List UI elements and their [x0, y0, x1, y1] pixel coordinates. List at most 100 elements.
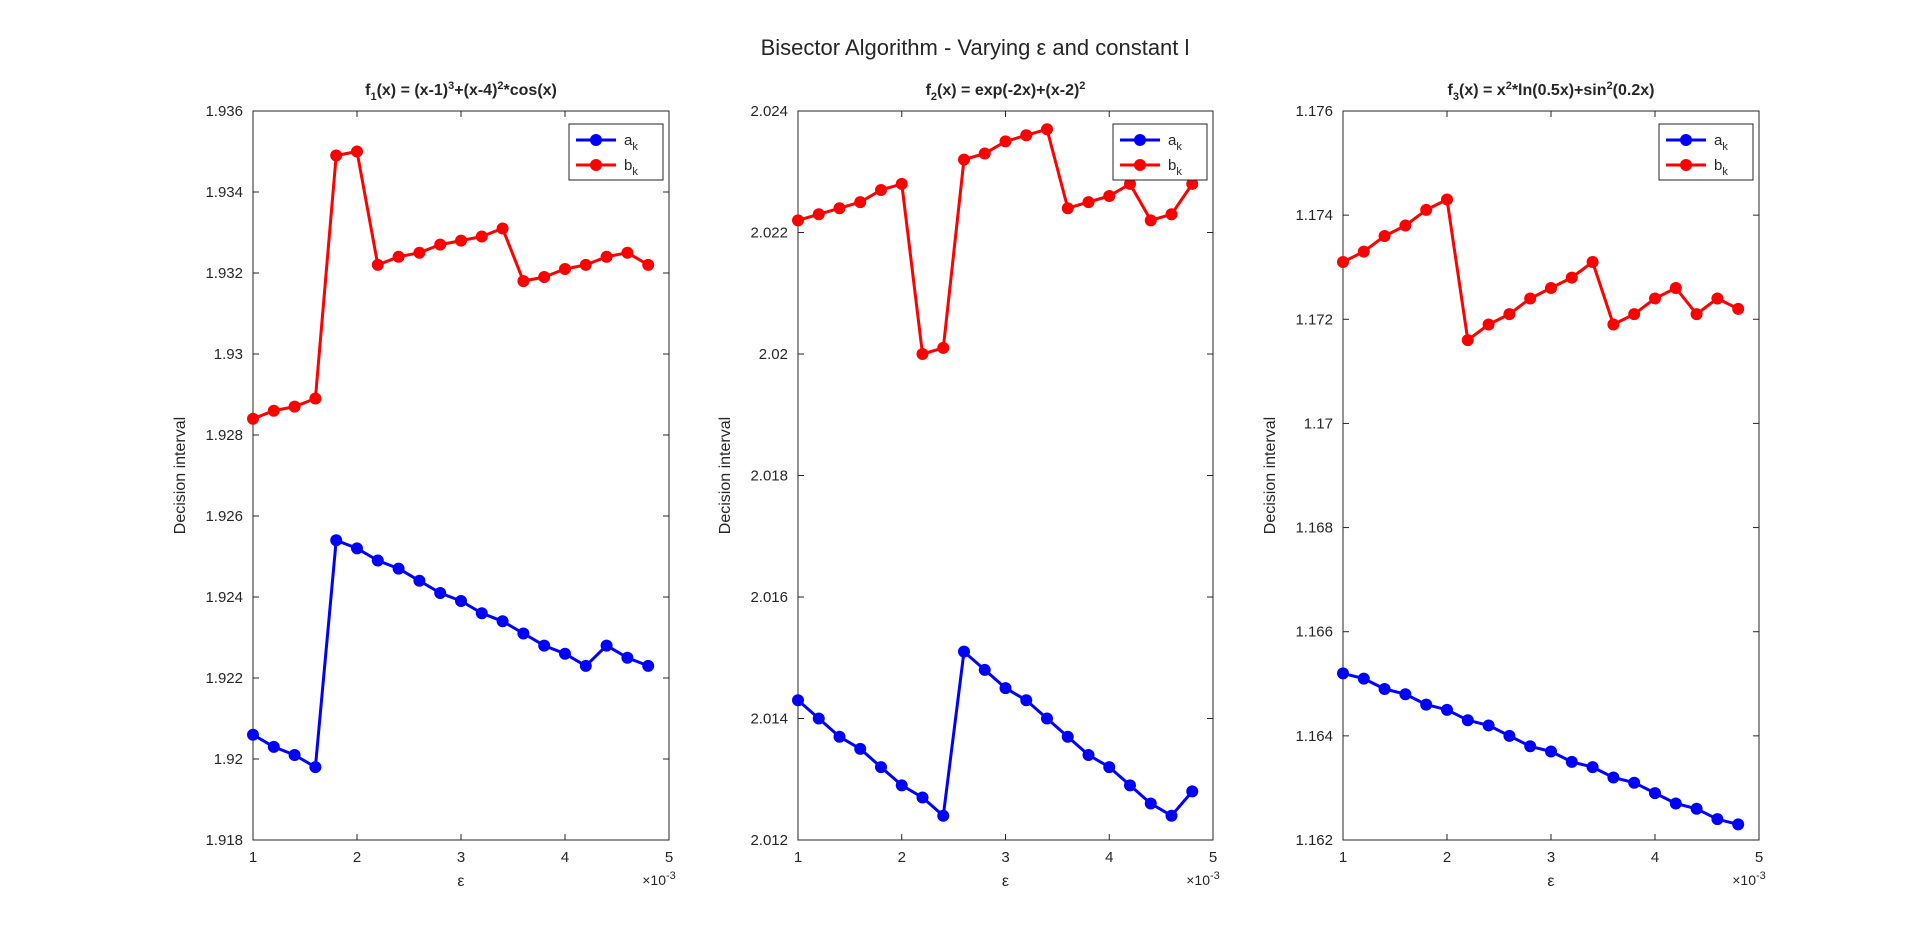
data-point-bk	[600, 250, 613, 263]
data-point-ak	[247, 728, 259, 741]
legend-label-name: b	[1714, 157, 1722, 174]
data-point-ak	[1503, 729, 1516, 742]
data-point-bk	[1669, 282, 1682, 295]
legend-marker	[590, 159, 602, 171]
data-point-bk	[413, 246, 426, 259]
data-point-bk	[538, 271, 551, 284]
data-point-bk	[1165, 208, 1178, 221]
data-point-ak	[1565, 755, 1578, 768]
y-tick-label: 1.924	[205, 589, 243, 606]
legend-label-name: a	[1714, 132, 1723, 149]
legend-label-name: b	[624, 157, 632, 174]
title-subscript: 2	[931, 91, 937, 103]
legend-box	[1112, 123, 1208, 181]
chart-panel-3: 1.162 1.164 1.166 1.168 1.17 1.172 1.174 1.176 1…	[1262, 80, 1766, 890]
title-function-name: f	[365, 82, 371, 99]
x-multiplier: ×10-3	[642, 870, 676, 888]
data-point-bk	[455, 234, 467, 247]
y-tick-label: 1.932	[205, 265, 243, 282]
data-point-bk	[247, 412, 259, 425]
data-point-bk	[267, 404, 280, 417]
data-point-ak	[833, 730, 846, 743]
data-point-ak	[1399, 688, 1412, 701]
data-point-bk	[958, 153, 970, 166]
data-point-bk	[1482, 318, 1495, 331]
y-tick-label: 1.174	[1295, 207, 1333, 224]
legend-label: bk	[1714, 157, 1728, 178]
data-point-ak	[1020, 694, 1033, 707]
legend-label-name: a	[1168, 132, 1177, 149]
data-point-ak	[978, 663, 991, 676]
data-point-bk	[833, 202, 846, 215]
data-point-ak	[916, 791, 929, 804]
data-point-ak	[1649, 787, 1661, 800]
data-point-ak	[1186, 785, 1199, 798]
chart-panel-2: 2.012 2.014 2.016 2.018 2.02 2.022 2.024 1 2 3 4 5 ×…	[717, 80, 1220, 890]
data-point-ak	[1524, 740, 1537, 753]
data-point-bk	[792, 214, 804, 227]
data-point-bk	[434, 238, 447, 251]
data-point-bk	[579, 258, 592, 271]
data-point-bk	[1124, 177, 1136, 190]
data-point-ak	[792, 694, 804, 707]
data-point-bk	[1524, 292, 1537, 305]
x-tick-label: 4	[1651, 849, 1659, 866]
data-point-ak	[288, 748, 301, 761]
y-axis-label: Decision interval	[717, 417, 734, 534]
data-point-ak	[1628, 776, 1641, 789]
data-point-ak	[621, 651, 634, 664]
y-axis-label: Decision interval	[172, 417, 189, 534]
data-point-bk	[1357, 245, 1370, 258]
data-point-ak	[600, 639, 613, 652]
legend-label: bk	[624, 157, 638, 178]
data-point-ak	[330, 534, 343, 547]
data-point-ak	[517, 627, 530, 640]
legend-box	[568, 123, 664, 181]
data-point-ak	[1357, 672, 1370, 685]
x-tick-label: 3	[457, 849, 465, 866]
figure-title: Bisector Algorithm - Varying ε and const…	[761, 35, 1190, 60]
data-point-bk	[1441, 193, 1453, 206]
data-point-ak	[496, 615, 509, 628]
data-point-ak	[875, 761, 887, 774]
data-point-bk	[351, 145, 363, 158]
x-axis-label: ε	[457, 873, 464, 890]
y-tick-label: 1.166	[1295, 624, 1333, 641]
title-text: *cos(x)	[504, 82, 557, 99]
data-point-ak	[958, 645, 970, 658]
y-tick-label: 2.016	[750, 589, 788, 606]
data-point-bk	[999, 135, 1012, 148]
y-tick-label: 2.022	[750, 225, 788, 242]
legend-label-subscript: k	[632, 141, 638, 153]
title-superscript: 2	[1506, 80, 1512, 92]
data-point-bk	[1144, 214, 1157, 227]
data-point-bk	[1586, 256, 1599, 269]
data-point-ak	[1711, 813, 1724, 826]
data-point-bk	[1337, 256, 1349, 269]
y-tick-label: 1.164	[1295, 728, 1333, 745]
y-tick-label: 1.176	[1295, 103, 1333, 120]
y-tick-label: 1.922	[205, 670, 243, 687]
data-point-ak	[579, 659, 592, 672]
data-point-bk	[496, 222, 509, 235]
data-point-bk	[1649, 292, 1661, 305]
y-tick-label: 2.024	[750, 103, 788, 120]
y-tick-label: 1.93	[214, 346, 243, 363]
data-point-ak	[1082, 748, 1095, 761]
data-point-bk	[559, 262, 571, 275]
data-point-bk	[1732, 302, 1745, 315]
data-point-ak	[1378, 682, 1391, 695]
title-superscript: 2	[497, 80, 503, 92]
data-point-bk	[854, 196, 867, 209]
data-point-bk	[517, 275, 530, 288]
data-point-bk	[1399, 219, 1412, 232]
data-point-ak	[1441, 703, 1453, 716]
legend-label-name: b	[1168, 157, 1176, 174]
data-point-ak	[267, 740, 280, 753]
data-point-bk	[1545, 282, 1557, 295]
data-point-ak	[1690, 802, 1703, 815]
data-point-bk	[978, 147, 991, 160]
x-axis-label: ε	[1002, 873, 1009, 890]
data-point-bk	[1711, 292, 1724, 305]
